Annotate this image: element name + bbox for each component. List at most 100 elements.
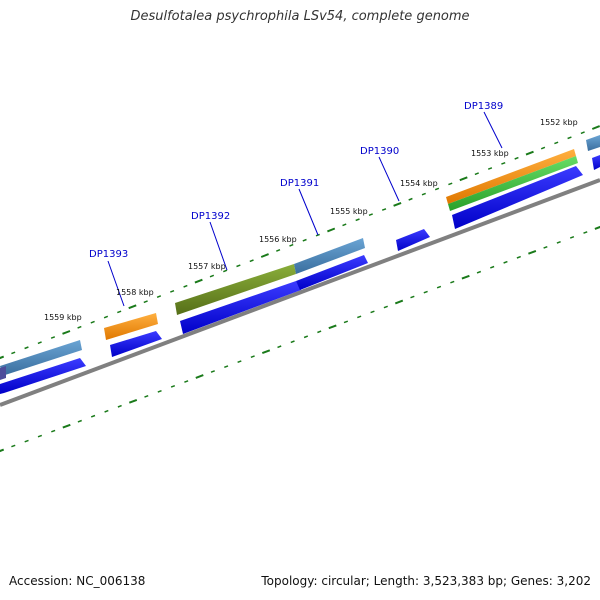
gene-leader-lines	[107, 111, 503, 307]
inner-tick	[543, 245, 548, 249]
gene-label-dp1392[interactable]: DP1392	[191, 211, 230, 222]
outer-tick	[487, 167, 493, 170]
outer-tick	[342, 223, 347, 227]
outer-tick	[501, 161, 506, 165]
feature-steel-left-base	[0, 366, 6, 380]
outer-tick	[223, 269, 228, 273]
inner-tick	[383, 305, 388, 309]
inner-tick	[528, 249, 537, 255]
outer-tick	[514, 156, 519, 160]
inner-tick	[37, 434, 43, 438]
inner-tick	[128, 398, 138, 404]
outer-tick	[170, 289, 175, 293]
outer-tick	[315, 233, 320, 237]
inner-tick	[261, 349, 271, 355]
cds-dp1392	[180, 281, 301, 334]
gene-label-dp1390[interactable]: DP1390	[360, 146, 399, 157]
outer-tick	[459, 176, 468, 182]
inner-tick	[210, 370, 215, 373]
inner-tick	[556, 240, 561, 244]
feature-steel-right	[586, 135, 600, 151]
outer-tick	[421, 192, 426, 196]
cds-right	[592, 155, 600, 170]
genome-summary-text: Topology: circular; Length: 3,523,383 bp…	[261, 574, 591, 588]
feature-steel-left	[0, 340, 82, 376]
position-label-1557: 1557 kbp	[188, 262, 226, 271]
inner-tick	[569, 235, 575, 239]
outer-tick	[37, 341, 42, 345]
outer-tick	[327, 227, 336, 233]
leader-dp1392	[209, 221, 228, 271]
outer-tick	[591, 125, 600, 130]
inner-tick	[290, 340, 295, 344]
inner-tick	[450, 280, 455, 284]
leader-dp1389	[483, 111, 503, 149]
position-label-1554: 1554 kbp	[400, 179, 438, 188]
cds-dp1393	[110, 331, 162, 357]
inner-tick	[195, 374, 204, 379]
inner-tick	[184, 380, 189, 383]
outer-tick	[77, 325, 82, 329]
position-label-1553: 1553 kbp	[471, 149, 509, 158]
inner-tick	[476, 270, 482, 274]
inner-tick	[157, 389, 162, 393]
inner-tick	[328, 324, 337, 330]
cds-left	[0, 358, 86, 394]
outer-tick	[194, 278, 203, 284]
cds-dp1391	[296, 255, 368, 290]
inner-tick	[410, 295, 415, 299]
gene-label-dp1391[interactable]: DP1391	[280, 178, 319, 189]
inner-tick	[51, 429, 56, 433]
cds-dp1390	[396, 229, 430, 251]
feature-olive-dp1392	[175, 264, 296, 315]
inner-tick	[117, 404, 122, 408]
outer-tick	[289, 243, 294, 247]
outer-tick-track	[0, 125, 600, 360]
outer-tick	[540, 146, 546, 150]
gene-label-dp1389[interactable]: DP1389	[464, 101, 503, 112]
outer-tick	[143, 300, 148, 304]
outer-tick	[368, 213, 373, 217]
feature-green-dp1389	[448, 156, 578, 211]
position-label-1558: 1558 kbp	[116, 288, 154, 297]
inner-tick	[224, 365, 229, 369]
position-labels: 1552 kbp 1553 kbp 1554 kbp 1555 kbp 1556…	[44, 118, 578, 322]
inner-tick	[461, 274, 470, 280]
outer-tick	[448, 182, 453, 186]
inner-tick	[11, 444, 16, 448]
inner-tick	[250, 355, 255, 359]
outer-tick	[260, 253, 269, 258]
outer-tick	[90, 320, 95, 324]
position-label-1555: 1555 kbp	[330, 207, 368, 216]
inner-tick	[343, 320, 349, 324]
inner-tick	[423, 290, 428, 294]
outer-tick	[302, 238, 307, 242]
outer-tick	[567, 136, 572, 140]
outer-tick	[434, 187, 440, 191]
inner-tick	[170, 384, 176, 388]
inner-tick	[516, 255, 521, 259]
inner-tick	[24, 439, 29, 443]
outer-tick	[62, 330, 71, 335]
outer-tick	[236, 264, 241, 268]
outer-tick	[276, 249, 281, 252]
inner-tick	[490, 265, 495, 269]
outer-tick	[393, 201, 402, 207]
outer-tick	[209, 274, 215, 278]
inner-tick	[237, 360, 242, 364]
outer-tick	[156, 295, 162, 298]
feature-orange-dp1389	[446, 149, 576, 204]
inner-tick	[104, 409, 109, 413]
inner-tick	[370, 310, 375, 314]
outer-tick	[183, 284, 188, 288]
outer-tick	[128, 304, 137, 310]
outer-tick	[117, 310, 122, 314]
feature-orange-dp1393	[104, 313, 158, 340]
outer-tick	[249, 259, 254, 263]
leader-dp1393	[107, 260, 125, 307]
outer-tick	[554, 141, 559, 145]
gene-label-dp1393[interactable]: DP1393	[89, 249, 128, 260]
inner-tick	[394, 299, 404, 305]
position-label-1559: 1559 kbp	[44, 313, 82, 322]
